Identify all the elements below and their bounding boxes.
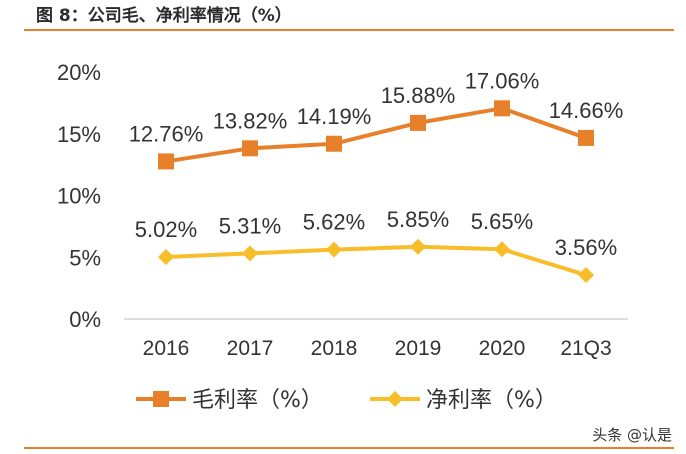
y-tick-label: 10% [57, 184, 101, 209]
data-label: 14.19% [297, 104, 372, 129]
legend-label: 毛利率（%） [192, 388, 323, 413]
data-point-net-margin [578, 267, 594, 284]
watermark: 头条 @认是 [592, 426, 672, 444]
data-label: 5.31% [219, 213, 281, 238]
data-point-gross-margin [158, 153, 174, 170]
data-point-gross-margin [242, 140, 258, 157]
y-tick-label: 15% [57, 122, 101, 147]
x-tick-label: 21Q3 [560, 337, 611, 360]
data-point-net-margin [158, 249, 174, 266]
data-point-net-margin [494, 241, 510, 258]
data-label: 15.88% [381, 83, 456, 108]
data-label: 12.76% [129, 121, 204, 146]
x-tick-label: 2020 [479, 337, 526, 360]
legend-label: 净利率（%） [426, 388, 557, 413]
x-tick-label: 2018 [311, 337, 358, 360]
y-tick-label: 0% [69, 307, 101, 332]
series-line-1 [165, 106, 587, 164]
y-tick-label: 5% [69, 245, 101, 270]
data-point-net-margin [326, 241, 342, 258]
data-label: 5.62% [303, 210, 365, 235]
data-point-gross-margin [410, 114, 426, 131]
data-label: 13.82% [213, 108, 288, 133]
chart-header: 图 8：公司毛、净利率情况（%） [0, 0, 686, 31]
data-label: 5.85% [387, 207, 449, 232]
series-line-2 [165, 244, 587, 277]
data-label: 5.65% [471, 209, 533, 234]
legend-marker-square [153, 391, 169, 407]
x-tick-label: 2017 [227, 337, 274, 360]
y-tick-label: 20% [57, 60, 101, 85]
data-label: 5.02% [135, 217, 197, 242]
data-label: 14.66% [549, 98, 624, 123]
data-point-gross-margin [494, 100, 510, 117]
data-point-gross-margin [578, 129, 594, 146]
x-tick-label: 2019 [395, 337, 442, 360]
legend-marker-diamond [387, 391, 403, 407]
header-divider [24, 29, 674, 31]
data-label: 17.06% [465, 68, 540, 93]
chart-title: 图 8：公司毛、净利率情况（%） [36, 6, 292, 26]
data-point-gross-margin [326, 135, 342, 152]
data-point-net-margin [242, 245, 258, 262]
x-tick-label: 2016 [143, 337, 190, 360]
footer-divider [24, 447, 674, 449]
data-label: 3.56% [555, 235, 617, 260]
data-point-net-margin [410, 238, 426, 255]
